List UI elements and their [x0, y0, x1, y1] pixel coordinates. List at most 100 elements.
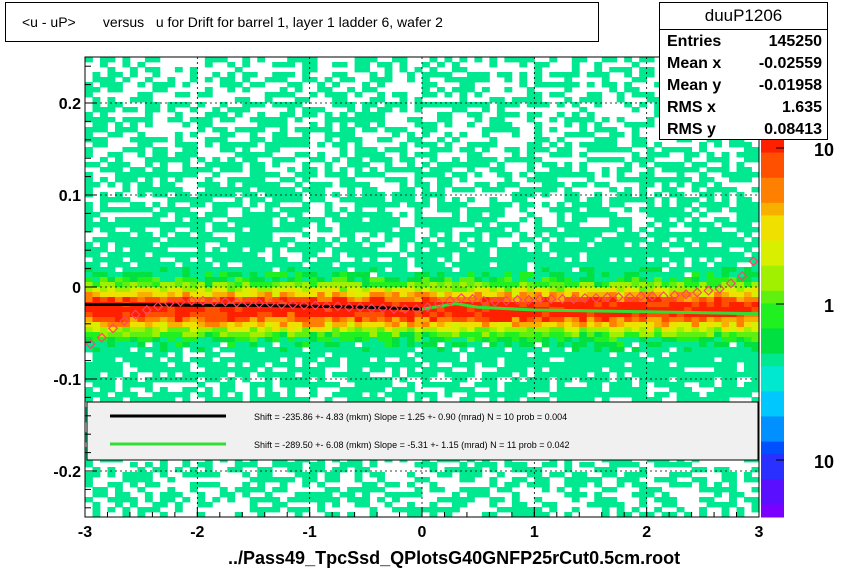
- heatmap-cell: [444, 112, 453, 118]
- heatmap-cell: [586, 352, 595, 358]
- heatmap-cell: [654, 282, 663, 288]
- heatmap-cell: [534, 272, 543, 278]
- heatmap-cell: [504, 287, 513, 293]
- heatmap-cell: [249, 487, 258, 493]
- heatmap-cell: [706, 152, 715, 158]
- heatmap-cell: [137, 257, 146, 263]
- heatmap-cell: [511, 507, 520, 513]
- heatmap-cell: [159, 192, 168, 198]
- heatmap-cell: [332, 172, 341, 178]
- heatmap-cell: [459, 257, 468, 263]
- heatmap-cell: [556, 362, 565, 368]
- heatmap-cell: [152, 157, 161, 163]
- heatmap-cell: [339, 317, 348, 323]
- heatmap-cell: [272, 172, 281, 178]
- heatmap-cell: [429, 392, 438, 398]
- heatmap-cell: [519, 387, 528, 393]
- heatmap-cell: [436, 207, 445, 213]
- heatmap-cell: [601, 142, 610, 148]
- heatmap-cell: [691, 357, 700, 363]
- heatmap-cell: [489, 117, 498, 123]
- heatmap-cell: [541, 177, 550, 183]
- heatmap-cell: [444, 257, 453, 263]
- heatmap-cell: [616, 322, 625, 328]
- heatmap-cell: [287, 62, 296, 68]
- heatmap-cell: [144, 232, 153, 238]
- heatmap-cell: [242, 242, 251, 248]
- heatmap-cell: [377, 97, 385, 103]
- heatmap-cell: [661, 217, 670, 223]
- heatmap-cell: [699, 352, 707, 358]
- heatmap-cell: [699, 242, 707, 248]
- heatmap-cell: [197, 292, 206, 298]
- heatmap-cell: [309, 122, 318, 128]
- heatmap-cell: [594, 242, 603, 248]
- heatmap-cell: [706, 317, 715, 323]
- heatmap-cell: [684, 157, 692, 163]
- heatmap-cell: [204, 182, 213, 188]
- heatmap-cell: [429, 317, 438, 323]
- heatmap-cell: [369, 512, 378, 518]
- heatmap-cell: [504, 127, 513, 133]
- heatmap-cell: [99, 277, 108, 283]
- heatmap-cell: [414, 292, 423, 298]
- heatmap-cell: [85, 57, 93, 63]
- heatmap-cell: [541, 252, 550, 258]
- heatmap-cell: [242, 207, 251, 213]
- heatmap-cell: [354, 162, 363, 168]
- heatmap-cell: [436, 337, 445, 343]
- heatmap-cell: [309, 302, 318, 308]
- heatmap-cell: [122, 172, 131, 178]
- heatmap-cell: [624, 337, 633, 343]
- heatmap-cell: [249, 322, 258, 328]
- heatmap-cell: [227, 332, 236, 338]
- heatmap-cell: [332, 267, 341, 273]
- heatmap-cell: [234, 347, 243, 353]
- heatmap-cell: [212, 497, 221, 503]
- heatmap-cell: [534, 482, 543, 488]
- heatmap-cell: [212, 137, 221, 143]
- heatmap-cell: [287, 297, 296, 303]
- heatmap-cell: [384, 362, 393, 368]
- heatmap-cell: [197, 502, 206, 508]
- heatmap-cell: [392, 322, 400, 328]
- heatmap-cell: [699, 327, 707, 333]
- heatmap-cell: [339, 327, 348, 333]
- heatmap-cell: [242, 252, 251, 258]
- heatmap-cell: [189, 317, 198, 323]
- heatmap-cell: [466, 267, 475, 273]
- heatmap-cell: [601, 502, 610, 508]
- heatmap-cell: [144, 477, 153, 483]
- heatmap-cell: [429, 222, 438, 228]
- heatmap-cell: [302, 257, 311, 263]
- heatmap-cell: [227, 287, 236, 293]
- heatmap-cell: [392, 267, 400, 273]
- heatmap-cell: [384, 107, 393, 113]
- heatmap-cell: [496, 327, 505, 333]
- heatmap-cell: [347, 327, 355, 333]
- heatmap-cell: [601, 512, 610, 518]
- heatmap-cell: [377, 317, 385, 323]
- heatmap-cell: [339, 152, 348, 158]
- heatmap-cell: [504, 317, 513, 323]
- heatmap-cell: [384, 167, 393, 173]
- heatmap-cell: [339, 272, 348, 278]
- heatmap-cell: [699, 477, 707, 483]
- heatmap-cell: [182, 497, 191, 503]
- heatmap-cell: [399, 302, 408, 308]
- heatmap-cell: [444, 227, 453, 233]
- heatmap-cell: [661, 167, 670, 173]
- heatmap-cell: [182, 172, 191, 178]
- heatmap-cell: [85, 92, 93, 98]
- heatmap-cell: [107, 357, 116, 363]
- heatmap-cell: [564, 282, 573, 288]
- heatmap-cell: [324, 167, 333, 173]
- heatmap-cell: [264, 317, 273, 323]
- heatmap-cell: [586, 72, 595, 78]
- heatmap-cell: [137, 97, 146, 103]
- heatmap-cell: [526, 257, 535, 263]
- heatmap-cell: [122, 187, 131, 193]
- heatmap-cell: [466, 272, 475, 278]
- heatmap-cell: [429, 102, 438, 108]
- heatmap-cell: [564, 317, 573, 323]
